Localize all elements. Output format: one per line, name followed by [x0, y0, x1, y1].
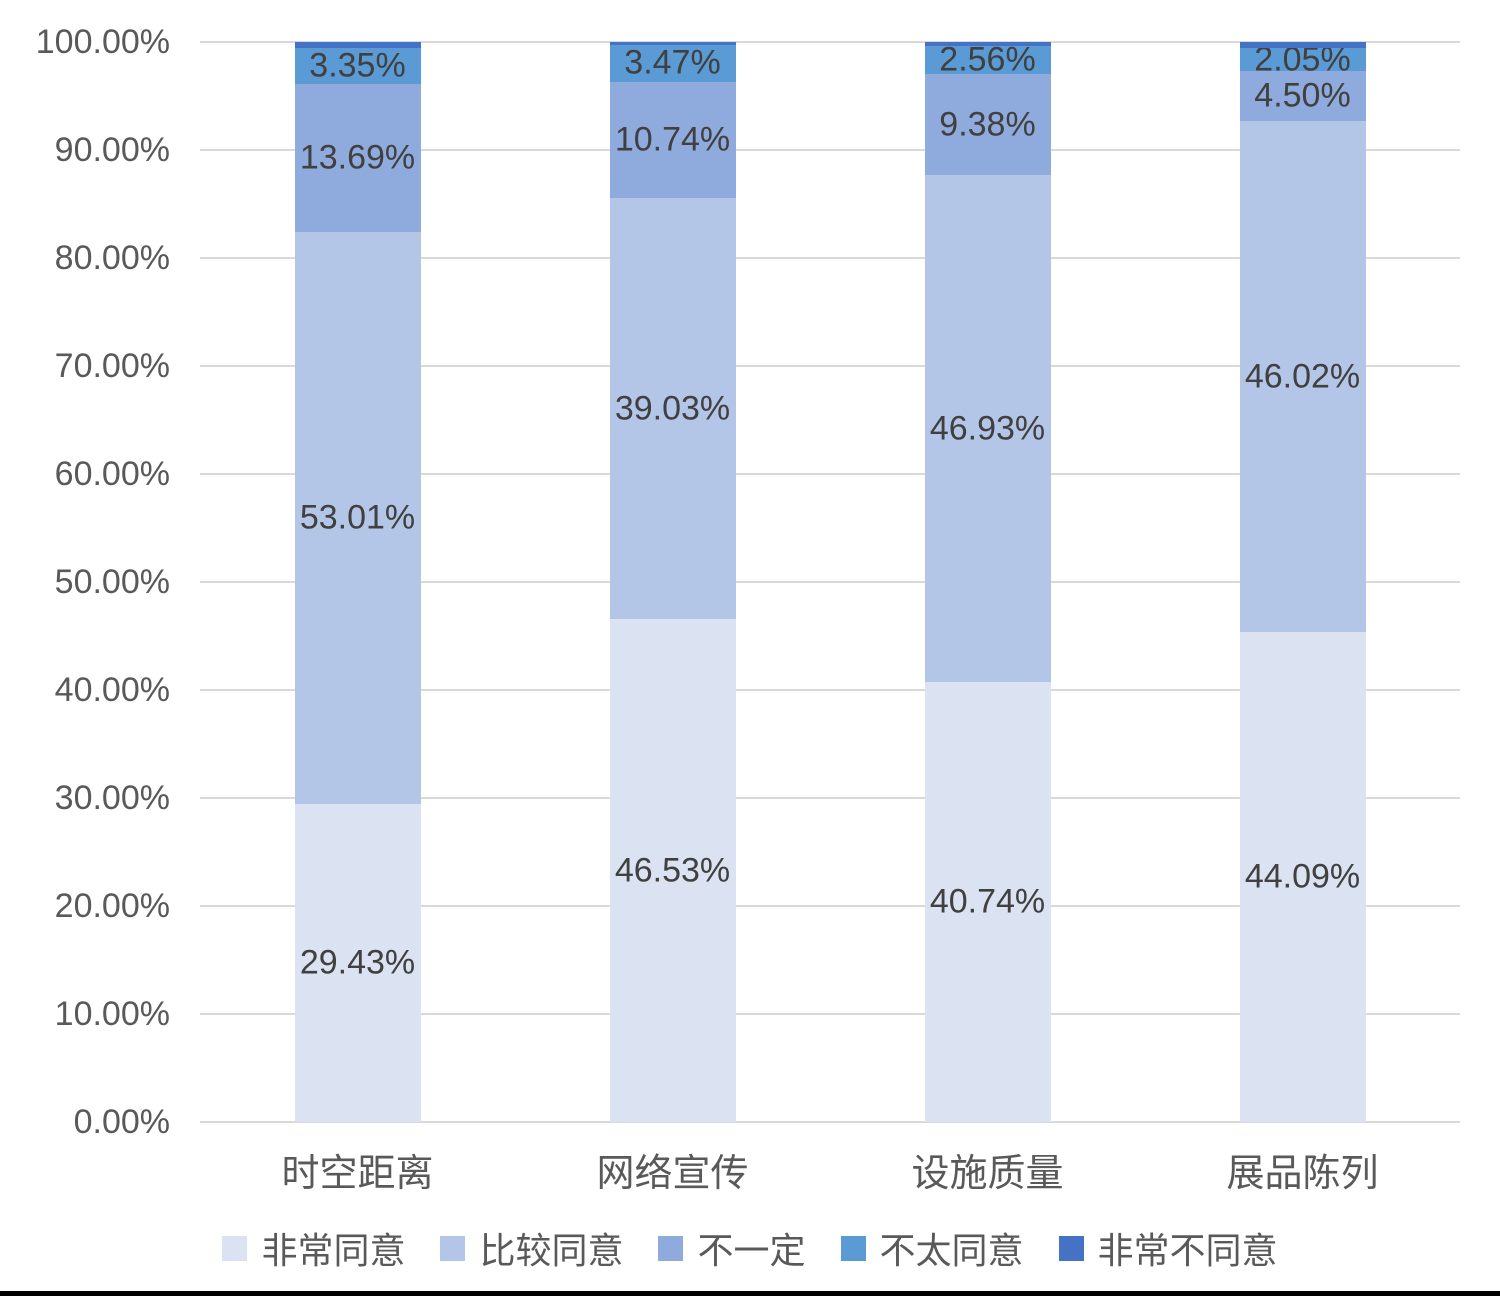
gridline	[200, 905, 1460, 907]
bar-segment: 13.69%	[294, 83, 421, 232]
y-tick-label: 70.00%	[54, 347, 170, 385]
x-category-label: 网络宣传	[596, 1153, 749, 1195]
bar-column: 40.74% 46.93% 9.38% 2.56%	[924, 41, 1051, 1122]
legend-item: 不太同意	[840, 1222, 1024, 1274]
x-category-label: 展品陈列	[1226, 1153, 1379, 1195]
y-tick-label: 60.00%	[54, 455, 170, 493]
data-label: 13.69%	[299, 138, 416, 177]
y-tick-label: 40.00%	[54, 671, 170, 709]
legend-item: 不一定	[658, 1222, 806, 1274]
data-label: 53.01%	[299, 498, 416, 537]
x-category-label: 设施质量	[911, 1153, 1064, 1195]
y-tick-label: 100.00%	[35, 23, 170, 61]
bar-segment: 3.35%	[294, 46, 421, 85]
legend-label: 非常不同意	[1097, 1230, 1278, 1271]
bar-segment: 3.47%	[609, 43, 736, 82]
gridline	[200, 581, 1460, 583]
bar-segment: 44.09%	[1239, 632, 1366, 1122]
data-label: 39.03%	[614, 389, 731, 428]
bar-column: 29.43% 53.01% 13.69% 3.35%	[294, 42, 421, 1122]
legend-item: 比较同意	[440, 1222, 623, 1274]
gridline	[200, 41, 1460, 43]
y-tick-label: 20.00%	[54, 887, 170, 925]
bar-segment: 10.74%	[609, 81, 736, 198]
bar-segment: 40.74%	[924, 682, 1051, 1122]
gridline	[200, 797, 1460, 799]
legend-swatch-icon	[658, 1235, 684, 1261]
window-bottom-edge	[0, 1291, 1500, 1296]
legend-swatch-icon	[440, 1235, 466, 1261]
data-label: 3.47%	[624, 43, 721, 82]
gridline	[200, 1013, 1460, 1015]
bar-segment	[1239, 42, 1366, 49]
bar-segment: 39.03%	[609, 197, 736, 620]
legend-swatch-icon	[840, 1235, 866, 1261]
bar-segment: 4.50%	[1239, 70, 1366, 121]
data-label: 10.74%	[614, 120, 731, 159]
legend-label: 不一定	[697, 1230, 806, 1271]
bar-segment: 46.02%	[1239, 120, 1366, 633]
data-label: 46.53%	[614, 851, 731, 890]
bar-segment	[294, 42, 421, 48]
y-tick-label: 30.00%	[54, 779, 170, 817]
gridline	[200, 365, 1460, 367]
legend-item: 非常同意	[222, 1222, 405, 1274]
legend-item: 非常不同意	[1058, 1222, 1278, 1274]
gridline	[200, 149, 1460, 151]
bar-segment: 29.43%	[294, 804, 421, 1122]
data-label: 40.74%	[929, 882, 1046, 921]
legend-label: 不太同意	[879, 1230, 1024, 1271]
bar-segment: 9.38%	[924, 73, 1051, 176]
y-tick-label: 0.00%	[73, 1103, 170, 1141]
data-label: 3.35%	[309, 46, 406, 85]
bar-column: 46.53% 39.03% 10.74% 3.47%	[609, 42, 736, 1122]
data-label: 44.09%	[1244, 857, 1361, 896]
y-tick-label: 50.00%	[54, 563, 170, 601]
legend-swatch-icon	[1058, 1235, 1084, 1261]
legend-label: 比较同意	[479, 1230, 624, 1271]
data-label: 29.43%	[299, 943, 416, 982]
data-label: 9.38%	[939, 105, 1036, 144]
y-tick-label: 80.00%	[54, 239, 170, 277]
y-tick-label: 90.00%	[54, 131, 170, 169]
gridline	[200, 1121, 1460, 1123]
bar-segment: 2.56%	[924, 41, 1051, 79]
bar-segment: 46.93%	[924, 175, 1051, 683]
gridline	[200, 689, 1460, 691]
bar-segment: 2.05%	[1239, 40, 1366, 78]
data-label: 4.50%	[1254, 76, 1351, 115]
x-category-label: 时空距离	[281, 1153, 434, 1195]
bar-column: 44.09% 46.02% 4.50% 2.05%	[1239, 40, 1366, 1122]
data-label: 46.02%	[1244, 357, 1361, 396]
bar-segment	[609, 42, 736, 45]
legend-label: 非常同意	[261, 1230, 406, 1271]
y-tick-label: 10.00%	[54, 995, 170, 1033]
bar-segment: 53.01%	[294, 231, 421, 805]
data-label: 46.93%	[929, 409, 1046, 448]
legend: 非常同意 比较同意 不一定 不太同意 非常不同意	[0, 1224, 1500, 1272]
gridline	[200, 257, 1460, 259]
bar-segment: 46.53%	[609, 619, 736, 1122]
gridline	[200, 473, 1460, 475]
legend-swatch-icon	[222, 1235, 248, 1261]
bar-segment	[924, 42, 1051, 47]
data-label: 2.56%	[939, 40, 1036, 79]
